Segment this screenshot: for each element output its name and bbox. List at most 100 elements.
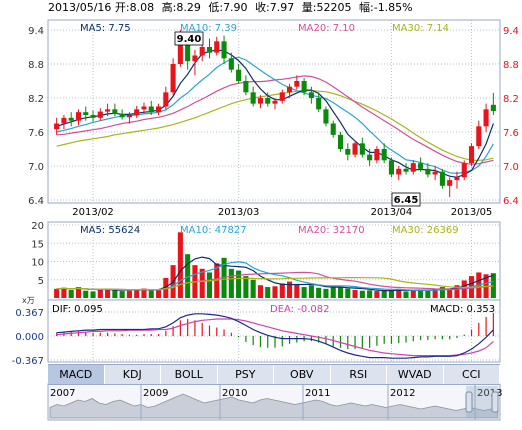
candle-body	[418, 163, 424, 169]
candle-body	[177, 41, 183, 64]
candle	[294, 75, 300, 90]
volume-bar	[425, 290, 431, 298]
volume-bar	[206, 272, 213, 298]
candle-body	[279, 92, 285, 101]
candle	[352, 140, 358, 158]
candle-body	[185, 41, 191, 62]
slider-right-handle[interactable]	[491, 391, 499, 413]
price-tick-label-left: 7.0	[28, 162, 44, 173]
candle	[134, 105, 140, 118]
low-marker: 6.45	[391, 192, 421, 207]
candle	[236, 64, 242, 84]
volume-bar	[308, 285, 314, 298]
volume-bar	[454, 285, 460, 298]
price-legend-item: MA5: 7.75	[80, 23, 131, 34]
dif-line	[56, 313, 494, 359]
price-panel-frame	[47, 19, 501, 204]
candle	[54, 117, 60, 135]
overview-slider[interactable]	[465, 386, 499, 418]
volume-label: 量:	[302, 1, 317, 14]
volume-axis-ticks: 5 10 15 20	[31, 221, 44, 287]
volume-bar	[54, 288, 60, 298]
candle-body	[294, 81, 300, 87]
volume-tick-label: 15	[31, 239, 44, 250]
tab-psy[interactable]: PSY	[218, 365, 274, 384]
candle-body	[163, 92, 169, 107]
candle-body	[126, 115, 132, 118]
volume-bar	[396, 288, 402, 298]
candle	[337, 132, 344, 152]
close-value: 7.97	[270, 1, 295, 14]
macd-legend-item: DIF: 0.095	[52, 304, 103, 315]
open-label: 开:	[115, 1, 130, 14]
tab-macd[interactable]: MACD	[48, 365, 105, 384]
tab-cci[interactable]: CCI	[444, 365, 500, 384]
candle-body	[90, 115, 96, 118]
candle	[476, 120, 482, 149]
volume-unit-label: x万	[22, 296, 35, 305]
volume-legend-item: MA5: 55624	[80, 225, 140, 236]
volume-value: 52205	[317, 1, 352, 14]
price-tick-label-right: 8.8	[503, 60, 519, 71]
candle-body	[105, 109, 111, 112]
tab-wvad[interactable]: WVAD	[387, 365, 444, 384]
candle	[359, 137, 365, 158]
volume-grid	[48, 224, 500, 281]
tab-kdj[interactable]: KDJ	[105, 365, 161, 384]
volume-tick-label: 20	[31, 221, 44, 232]
candle-body	[119, 113, 125, 118]
candle-body	[236, 69, 242, 81]
volume-bar	[374, 291, 380, 298]
volume-bar	[126, 290, 132, 298]
slider-left-handle[interactable]	[465, 391, 473, 413]
volume-bar	[148, 289, 154, 298]
tab-obv[interactable]: OBV	[274, 365, 331, 384]
high-value: 8.29	[176, 1, 201, 14]
candle-body	[148, 106, 154, 113]
tab-boll[interactable]: BOLL	[161, 365, 218, 384]
candle	[316, 92, 322, 113]
price-axis-ticks: 6.4 6.4 7.0 7.0 7.6 7.6 8.2 8.2 8.8 8.8 9.4 9.4	[28, 26, 519, 207]
candle-body	[265, 98, 271, 104]
low-marker-label: 6.45	[394, 195, 419, 206]
candle	[308, 86, 314, 104]
volume-bar	[294, 284, 300, 298]
candle	[75, 109, 82, 126]
candle-body	[97, 111, 103, 118]
volume-bar	[316, 287, 322, 298]
price-legend-item: MA10: 7.39	[180, 23, 237, 34]
volume-bar	[105, 288, 111, 298]
macd-tick-label: -0.367	[12, 356, 44, 367]
candle-body	[257, 98, 263, 104]
candle-body	[287, 86, 293, 93]
candle-body	[250, 92, 256, 104]
candle	[243, 75, 249, 96]
price-x-axis-ticks: 2013/02 2013/03 2013/04 2013/05	[72, 207, 492, 218]
candle	[425, 163, 431, 178]
price-x-tick-label: 2013/03	[218, 207, 260, 218]
candle	[396, 166, 402, 181]
volume-bar	[345, 288, 351, 298]
candle-body	[308, 92, 314, 98]
candle	[439, 168, 445, 189]
candle-body	[301, 81, 307, 93]
candle	[68, 112, 74, 127]
macd-axis-ticks: 0.367 0.000 -0.367	[12, 308, 44, 367]
low-label: 低:	[208, 1, 223, 14]
price-x-tick-label: 2013/05	[451, 207, 493, 218]
candle	[112, 103, 118, 117]
volume-bar	[90, 291, 96, 298]
volume-tick-label: 10	[31, 258, 44, 269]
candle	[61, 115, 67, 130]
candle-body	[61, 117, 67, 124]
volume-bar	[432, 288, 438, 298]
volume-bar	[119, 291, 125, 298]
tab-rsi[interactable]: RSI	[331, 365, 387, 384]
candle-body	[410, 163, 416, 172]
volume-legend-item: MA20: 32170	[298, 225, 365, 236]
ma20-line	[56, 75, 494, 165]
volume-bar	[221, 257, 227, 298]
volume-bar	[68, 289, 74, 298]
volume-bar	[61, 287, 67, 298]
candle	[367, 149, 373, 166]
